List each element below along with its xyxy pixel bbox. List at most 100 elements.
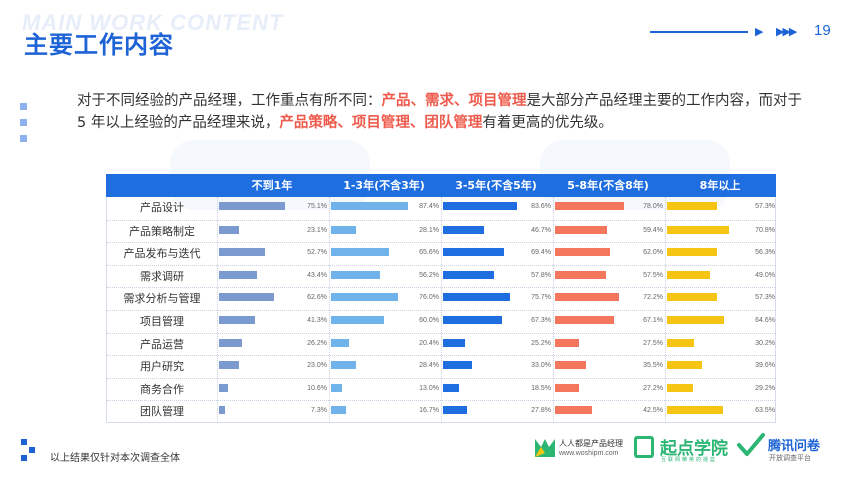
row-label: 团队管理 (140, 405, 184, 419)
bar-value-label: 75.7% (531, 294, 551, 302)
bar-value-label: 69.4% (531, 249, 551, 257)
bar-value-label: 28.1% (419, 226, 439, 234)
bar-mark (219, 202, 286, 210)
work-content-table: 不到1年 1-3年(不含3年) 3-5年(不含5年) 5-8年(不含8年) 8年… (106, 174, 776, 423)
bar-value-label: 59.4% (643, 226, 663, 234)
bar-value-label: 57.3% (755, 294, 775, 302)
bar-mark (443, 406, 468, 415)
bar-mark (443, 202, 517, 210)
bar-value-label: 57.8% (531, 271, 551, 279)
bar-value-label: 67.3% (531, 317, 551, 324)
bar-value-label: 75.1% (307, 203, 327, 210)
intro-text: 有着更高的优先级。 (482, 115, 613, 131)
qidian-logo-icon (634, 436, 654, 458)
bar-mark (331, 383, 343, 392)
bar-value-label: 87.4% (419, 203, 439, 210)
bar-value-label: 57.3% (755, 203, 775, 210)
column-divider (665, 197, 666, 423)
bar-value-label: 43.4% (307, 271, 327, 279)
table-row: 产品设计 75.1% 87.4% 83.6% 78.0% 57.3% (107, 197, 775, 220)
bar-mark (555, 202, 624, 210)
bar-mark (219, 248, 266, 257)
bar-value-label: 62.0% (643, 249, 663, 257)
bullet-square-icon (20, 103, 27, 110)
bar-mark (667, 270, 711, 279)
row-label: 需求调研 (140, 269, 184, 283)
bar-mark (667, 293, 718, 302)
bar-value-label: 10.6% (307, 384, 327, 392)
bar-mark (331, 406, 346, 415)
table-row: 产品运营 26.2% 20.4% 25.2% 27.5% 30.2% (107, 332, 775, 356)
intro-highlight: 产品策略、项目管理、团队管理 (279, 115, 483, 131)
bar-mark (219, 270, 258, 279)
column-header: 不到1年 (251, 179, 293, 192)
column-divider (553, 197, 554, 423)
bar-mark (331, 270, 381, 279)
page-number: 19 (814, 22, 831, 39)
woshipm-logo-icon (535, 439, 555, 457)
bar-mark (667, 406, 723, 415)
bar-value-label: 65.6% (419, 249, 439, 257)
table-header: 不到1年 1-3年(不含3年) 3-5年(不含5年) 5-8年(不含8年) 8年… (106, 174, 776, 197)
bar-mark (331, 293, 398, 302)
column-header: 3-5年(不含5年) (455, 179, 537, 192)
column-divider (329, 197, 330, 423)
table-corner-header (106, 174, 216, 197)
bar-value-label: 13.0% (419, 384, 439, 392)
row-label: 产品策略制定 (129, 224, 195, 238)
bar-value-label: 23.1% (307, 226, 327, 234)
row-label: 产品运营 (140, 337, 184, 351)
bar-mark (667, 316, 724, 324)
bar-value-label: 30.2% (755, 339, 775, 347)
row-label: 需求分析与管理 (123, 292, 201, 306)
arrow-right-icon: ▶ (755, 25, 764, 38)
qidian-name: 起点学院 (660, 439, 728, 459)
bar-value-label: 16.7% (419, 407, 439, 415)
bar-mark (331, 225, 356, 234)
row-label: 产品发布与迭代 (123, 247, 201, 261)
woshipm-logo (533, 435, 557, 463)
bar-value-label: 7.3% (311, 407, 327, 415)
bullet-square-icon (20, 119, 27, 126)
bar-value-label: 72.2% (643, 294, 663, 302)
row-label: 商务合作 (140, 382, 184, 396)
bar-value-label: 63.5% (755, 407, 775, 415)
header-watermark: MAIN WORK CONTENT (22, 10, 284, 35)
bar-mark (555, 383, 579, 392)
bar-value-label: 41.3% (307, 317, 327, 324)
column-header: 5-8年(不含8年) (567, 179, 649, 192)
bar-value-label: 46.7% (531, 226, 551, 234)
bar-mark (219, 316, 256, 324)
bar-value-label: 27.2% (643, 384, 663, 392)
bar-mark (667, 248, 717, 257)
bar-value-label: 64.6% (755, 317, 775, 324)
bar-mark (667, 338, 694, 347)
bar-value-label: 70.8% (755, 226, 775, 234)
bar-value-label: 29.2% (755, 384, 775, 392)
bar-value-label: 33.0% (531, 362, 551, 370)
tencent-survey-slogan: 开放调查平台 (769, 455, 811, 462)
bar-mark (219, 225, 240, 234)
column-header: 8年以上 (699, 179, 741, 192)
bar-value-label: 83.6% (531, 203, 551, 210)
bar-value-label: 25.2% (531, 339, 551, 347)
row-label: 项目管理 (140, 315, 184, 328)
bar-mark (331, 316, 384, 324)
bar-mark (555, 316, 615, 324)
bar-mark (667, 202, 718, 210)
footnote-square-icon (21, 439, 27, 445)
bar-value-label: 35.5% (643, 362, 663, 370)
bar-mark (331, 202, 408, 210)
bar-value-label: 42.5% (643, 407, 663, 415)
bar-mark (555, 293, 619, 302)
page-title: 主要工作内容 (24, 31, 174, 59)
bar-mark (443, 293, 510, 302)
bar-mark (331, 361, 356, 370)
bar-mark (443, 338, 466, 347)
qidian-slogan: 互联网精英的摇篮 (661, 457, 718, 463)
column-header: 1-3年(不含3年) (343, 179, 425, 192)
bar-value-label: 52.7% (307, 249, 327, 257)
woshipm-name: 人人都是产品经理 (559, 439, 623, 448)
bar-value-label: 78.0% (643, 203, 663, 210)
bar-value-label: 27.5% (643, 339, 663, 347)
